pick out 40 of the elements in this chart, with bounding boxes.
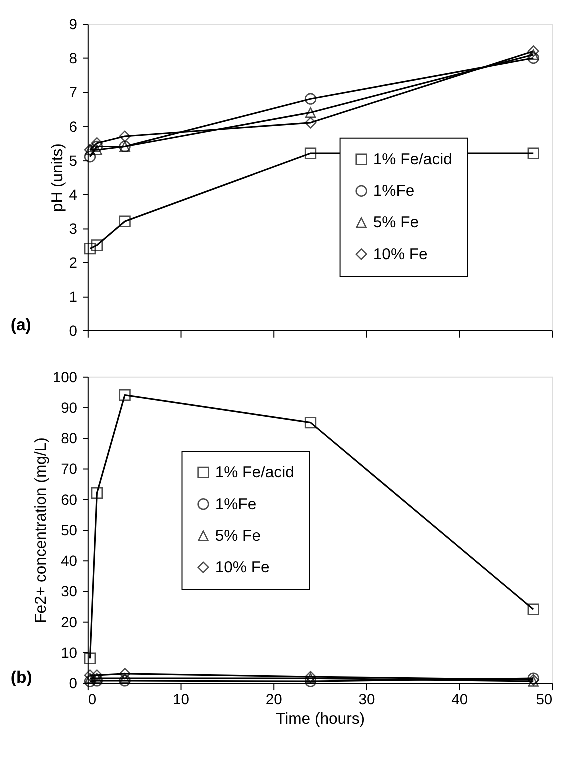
legend-label: 10% Fe (373, 246, 428, 264)
y-tick-label: 6 (69, 120, 78, 136)
y-tick-label: 80 (61, 432, 78, 448)
y-tick-label: 8 (69, 52, 78, 68)
x-tick-label: 50 (536, 692, 553, 708)
y-tick-label: 2 (69, 256, 78, 272)
x-tick-label: 20 (266, 692, 282, 708)
legend-label: 1% Fe/acid (373, 152, 452, 169)
legend-label: 5% Fe (373, 214, 420, 232)
y-axis-title: Fe2+ concentration (mg/L) (32, 438, 50, 624)
y-tick-label: 90 (61, 400, 78, 417)
y-tick-label: 30 (61, 584, 78, 601)
x-tick-label: 10 (173, 692, 190, 708)
x-axis-title: Time (hours) (276, 711, 366, 728)
y-tick-label: 1 (69, 290, 78, 306)
y-tick-label: 100 (52, 370, 78, 386)
y-tick-label: 60 (61, 492, 78, 509)
y-tick-label: 20 (61, 615, 78, 632)
y-tick-label: 70 (61, 462, 78, 478)
y-tick-label: 0 (69, 676, 78, 693)
y-tick-label: 5 (69, 154, 78, 170)
legend-label: 5% Fe (215, 528, 262, 545)
y-tick-label: 40 (61, 554, 78, 570)
y-tick-label: 7 (69, 86, 78, 102)
y-tick-label: 4 (69, 188, 78, 204)
y-tick-label: 9 (69, 18, 78, 34)
legend-label: 10% Fe (215, 559, 270, 576)
text: (b) (10, 668, 32, 688)
legend-label: 1%Fe (215, 496, 257, 514)
y-tick-label: 50 (61, 523, 78, 540)
y-axis-title: pH (units) (49, 144, 66, 212)
x-tick-label: 30 (358, 692, 376, 708)
x-tick-label: 40 (452, 692, 468, 708)
x-tick-label: 0 (88, 692, 97, 708)
y-tick-label: 10 (61, 646, 78, 662)
y-tick-label: 3 (69, 222, 78, 238)
y-tick-label: 0 (69, 324, 78, 340)
legend-label: 1% Fe/acid (215, 464, 294, 482)
legend-label: 1%Fe (373, 183, 415, 200)
text: (a) (10, 315, 32, 334)
